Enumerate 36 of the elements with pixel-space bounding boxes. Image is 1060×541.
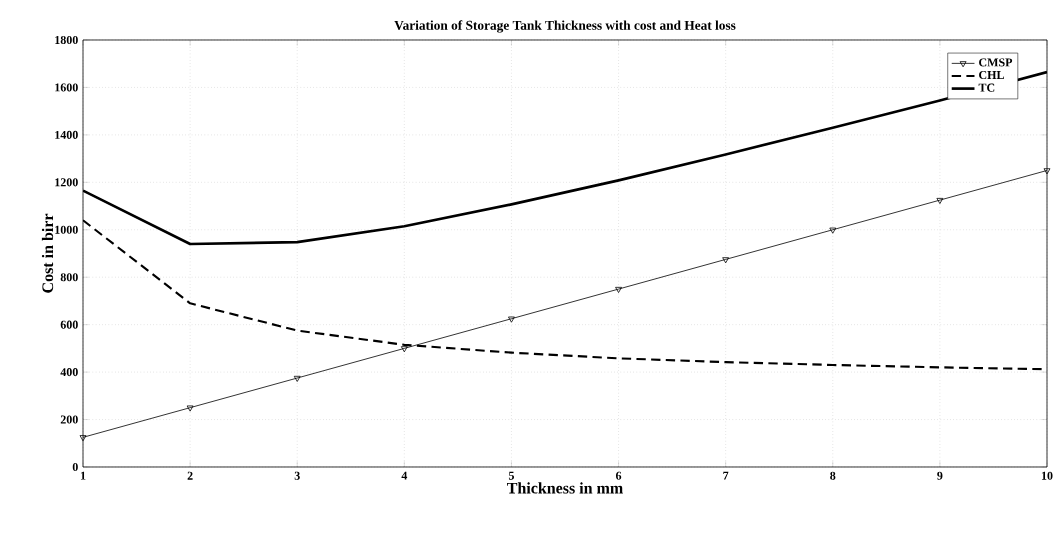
x-tick-label: 3	[294, 471, 300, 480]
point	[400, 346, 408, 353]
x-tick-label: 10	[1041, 471, 1053, 480]
point	[722, 257, 730, 264]
y-tick-label: 1200	[55, 178, 78, 187]
point	[615, 286, 622, 293]
y-tick-label: 0	[72, 462, 78, 472]
x-tick-label: 4	[401, 471, 408, 480]
y-tick-label: 400	[60, 368, 78, 377]
legend-label: CHL	[979, 71, 1004, 80]
x-tick-label: 9	[937, 471, 943, 480]
x-tick-label: 5	[508, 471, 515, 480]
y-tick-label: 1600	[55, 83, 78, 92]
legend-label: TC	[978, 83, 995, 92]
y-tick-label: 1800	[55, 35, 78, 45]
point	[508, 316, 515, 323]
x-tick-label: 2	[187, 471, 193, 480]
y-tick-label: 600	[60, 320, 78, 329]
point	[79, 435, 87, 442]
y-tick-label: 800	[60, 273, 78, 282]
y-tick-label: 1000	[55, 225, 78, 234]
point	[293, 375, 301, 382]
legend-label: CMSP	[979, 58, 1013, 67]
x-tick-label: 6	[615, 471, 622, 480]
x-axis-title: Thickness in mm	[507, 482, 623, 494]
x-tick-label: 1	[80, 471, 86, 480]
chart-title: Variation of Storage Tank Thickness with cost and Heat loss	[394, 20, 736, 33]
y-axis-title: Cost in birr	[41, 213, 54, 293]
x-tick-label: 8	[830, 471, 836, 480]
point	[936, 197, 944, 204]
x-tick-label: 7	[723, 471, 729, 480]
y-tick-label: 1400	[55, 130, 78, 139]
point	[829, 227, 837, 234]
y-tick-label: 200	[60, 415, 78, 424]
point	[1043, 168, 1051, 175]
point	[186, 405, 194, 412]
